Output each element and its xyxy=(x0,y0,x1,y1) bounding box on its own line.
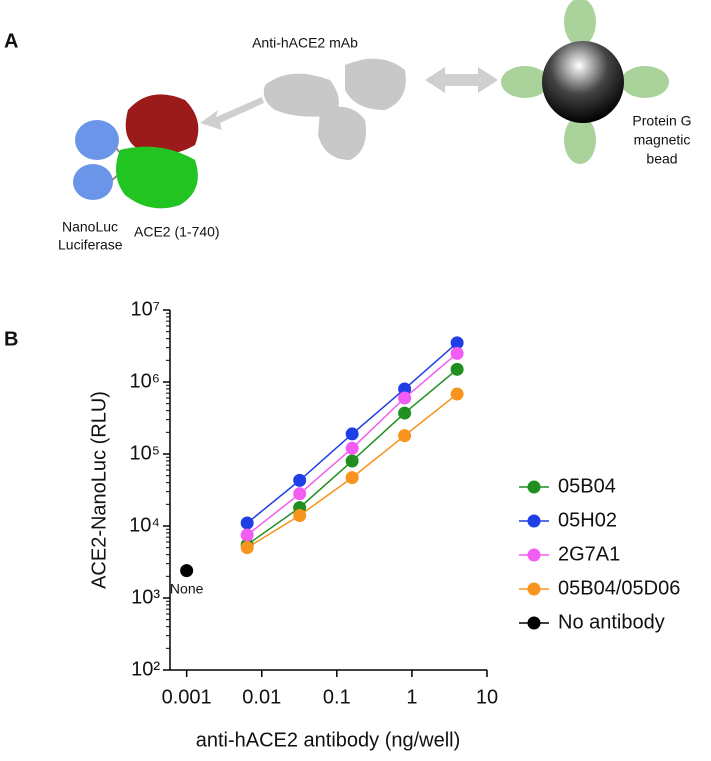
ace2-label: ACE2 (1-740) xyxy=(134,224,220,240)
ace2-structure xyxy=(116,146,198,209)
data-point xyxy=(398,429,412,443)
y-axis-title: ACE2-NanoLuc (RLU) xyxy=(88,391,110,589)
legend-label: No antibody xyxy=(558,611,665,633)
antibody-structure xyxy=(345,58,406,110)
legend-marker xyxy=(527,582,541,596)
bead xyxy=(542,41,624,123)
legend-label: 2G7A1 xyxy=(558,543,620,565)
series-line xyxy=(246,393,458,549)
y-tick-label: 10⁴ xyxy=(129,514,160,536)
x-tick-label: 1 xyxy=(406,686,417,708)
arrow xyxy=(200,97,264,130)
antibody-label: Anti-hACE2 mAb xyxy=(252,35,358,51)
y-tick-label: 10⁶ xyxy=(130,370,160,392)
data-point xyxy=(240,516,254,530)
y-tick-label: 10³ xyxy=(131,586,160,608)
y-tick-label: 10⁵ xyxy=(129,442,160,464)
protein-g xyxy=(621,66,669,98)
protein-g xyxy=(501,66,549,98)
data-point xyxy=(450,362,464,376)
y-tick-label: 10² xyxy=(131,658,160,680)
ace2-structure xyxy=(125,94,199,154)
data-point xyxy=(450,336,464,350)
legend-marker xyxy=(527,616,541,630)
legend-label: 05B04 xyxy=(558,475,616,497)
data-point xyxy=(345,454,359,468)
luciferase-label: NanoLuc xyxy=(62,219,118,235)
legend-marker xyxy=(527,548,541,562)
data-point xyxy=(293,473,307,487)
x-tick-label: 0.01 xyxy=(242,686,281,708)
data-point xyxy=(345,471,359,485)
x-tick-label: 0.1 xyxy=(323,686,351,708)
antibody-structure xyxy=(318,106,366,160)
panel-label: A xyxy=(4,30,18,52)
data-point xyxy=(450,346,464,360)
legend-label: 05H02 xyxy=(558,509,617,531)
luciferase-label: Luciferase xyxy=(58,237,123,253)
legend-marker xyxy=(527,514,541,528)
panel-label: B xyxy=(4,328,18,350)
bead-label: magnetic xyxy=(634,132,691,148)
data-point xyxy=(398,406,412,420)
data-point xyxy=(345,427,359,441)
protein-g xyxy=(564,116,596,164)
antibody-structure xyxy=(263,73,339,117)
data-point xyxy=(450,387,464,401)
luciferase-domain xyxy=(75,120,119,160)
x-tick-label: 10 xyxy=(476,686,498,708)
data-point xyxy=(180,564,194,578)
data-point xyxy=(345,441,359,455)
data-point xyxy=(293,508,307,522)
bead-label: bead xyxy=(646,151,677,167)
y-tick-label: 10⁷ xyxy=(131,298,160,320)
data-point xyxy=(398,382,412,396)
data-point xyxy=(240,528,254,542)
x-tick-label: 0.001 xyxy=(162,686,212,708)
point-label: None xyxy=(170,580,204,596)
bead-label: Protein G xyxy=(632,113,691,129)
data-point xyxy=(398,391,412,405)
legend-marker xyxy=(527,480,541,494)
data-point xyxy=(293,487,307,501)
legend-label: 05B04/05D06 xyxy=(558,577,680,599)
luciferase-domain xyxy=(73,164,113,200)
x-axis-title: anti-hACE2 antibody (ng/well) xyxy=(196,729,461,751)
data-point xyxy=(240,541,254,555)
protein-g xyxy=(564,0,596,46)
arrow xyxy=(425,67,498,93)
